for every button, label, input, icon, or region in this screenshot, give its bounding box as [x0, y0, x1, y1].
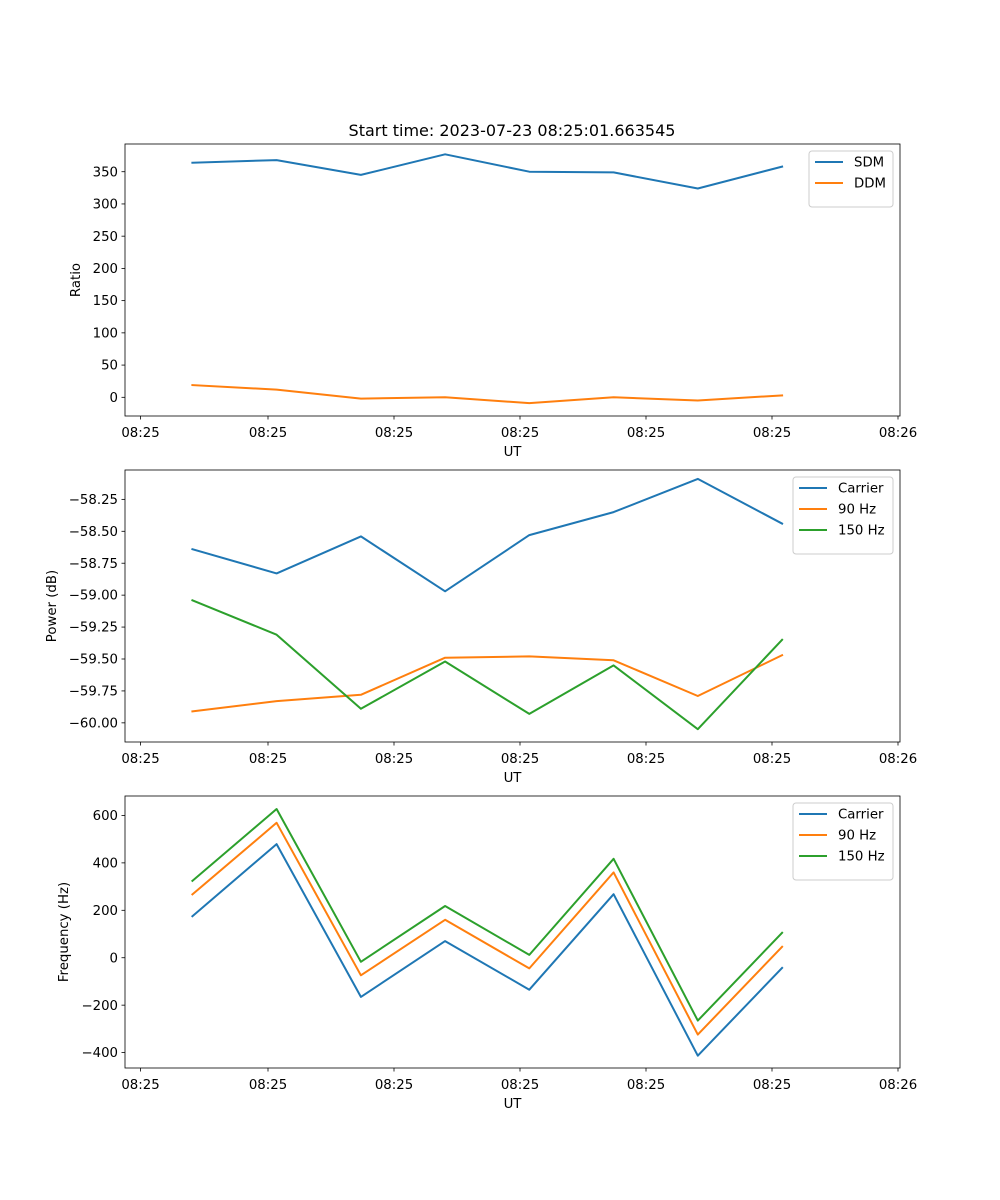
x-tick-label: 08:25: [627, 1078, 665, 1093]
legend-box: [808, 150, 894, 208]
axes-frame: [124, 795, 901, 1069]
x-axis-label: UT: [504, 771, 523, 786]
x-tick-label: 08:25: [627, 426, 665, 441]
y-tick-label: −400: [81, 1046, 118, 1061]
axes-frame: [124, 469, 901, 743]
series-line-90-hz: [191, 653, 784, 713]
legend-label: SDM: [854, 156, 884, 171]
legend-label: 150 Hz: [838, 524, 885, 539]
x-tick-label: 08:25: [249, 426, 287, 441]
series-line-ddm: [191, 384, 784, 405]
legend-box: [792, 476, 894, 555]
series-line-carrier: [191, 477, 784, 593]
x-tick-label: 08:25: [753, 752, 791, 767]
series-line-150-hz: [191, 598, 784, 731]
x-tick-label: 08:25: [501, 752, 539, 767]
y-tick-label: −60.00: [69, 716, 118, 731]
series-line-carrier: [190, 843, 784, 1057]
legend-label: 90 Hz: [838, 503, 876, 518]
series-group: [190, 808, 784, 1057]
y-tick-label: 100: [93, 326, 118, 341]
y-tick-label: 200: [93, 262, 118, 277]
series-line-sdm: [191, 153, 784, 190]
x-axis-label: UT: [504, 1097, 523, 1112]
series-group: [191, 477, 784, 731]
x-tick-label: 08:25: [627, 752, 665, 767]
x-axis-label: UT: [504, 445, 523, 460]
chart-panels: 0 50 100 150 200 250 300 350 08:25 08:25 08:25 08:2…: [45, 143, 917, 1112]
figure-title: Start time: 2023-07-23 08:25:01.663545: [349, 121, 676, 140]
y-tick-label: 0: [110, 951, 118, 966]
y-tick-label: −59.25: [69, 621, 118, 636]
axes-frame: [124, 143, 901, 417]
series-group: [191, 153, 784, 405]
y-tick-label: −200: [81, 999, 118, 1014]
y-axis-label: Frequency (Hz): [57, 882, 72, 982]
y-tick-label: 400: [93, 856, 118, 871]
legend: SDM DDM: [808, 150, 894, 208]
chart-panel-3: −400 −200 0 200 400 600 08:25 08:25 08:25 08:25 08…: [57, 795, 917, 1112]
x-tick-label: 08:26: [879, 426, 917, 441]
x-tick-label: 08:25: [753, 1078, 791, 1093]
x-tick-label: 08:25: [121, 426, 159, 441]
y-axis-label: Ratio: [69, 263, 84, 297]
y-tick-label: 600: [93, 809, 118, 824]
x-tick-label: 08:25: [753, 426, 791, 441]
legend-label: Carrier: [838, 482, 884, 497]
x-tick-label: 08:25: [121, 752, 159, 767]
legend: Carrier 90 Hz 150 Hz: [792, 802, 894, 881]
legend-label: 150 Hz: [838, 850, 885, 865]
legend-label: Carrier: [838, 808, 884, 823]
y-tick-label: −59.75: [69, 685, 118, 700]
y-tick-label: −58.50: [69, 525, 118, 540]
y-tick-label: 150: [93, 294, 118, 309]
y-tick-label: −59.50: [69, 653, 118, 668]
x-tick-label: 08:26: [879, 752, 917, 767]
y-tick-label: 250: [93, 230, 118, 245]
legend-label: 90 Hz: [838, 829, 876, 844]
legend-label: DDM: [854, 177, 886, 192]
x-tick-label: 08:25: [121, 1078, 159, 1093]
y-tick-label: 50: [101, 359, 118, 374]
legend-box: [792, 802, 894, 881]
y-tick-label: 300: [93, 198, 118, 213]
y-tick-label: −59.00: [69, 589, 118, 604]
x-tick-label: 08:26: [879, 1078, 917, 1093]
chart-panel-2: −60.00 −59.75 −59.50 −59.25 −59.00 −58.75 −58.…: [45, 469, 917, 786]
x-tick-label: 08:25: [501, 1078, 539, 1093]
y-axis-label: Power (dB): [45, 570, 60, 642]
y-tick-label: 0: [110, 391, 118, 406]
chart-panel-1: 0 50 100 150 200 250 300 350 08:25 08:25 08:25 08:2…: [69, 143, 917, 460]
y-tick-label: 350: [93, 165, 118, 180]
series-line-150-hz: [190, 808, 784, 1022]
x-tick-label: 08:25: [249, 1078, 287, 1093]
series-line-90-hz: [190, 821, 784, 1036]
x-tick-label: 08:25: [249, 752, 287, 767]
legend: Carrier 90 Hz 150 Hz: [792, 476, 894, 555]
y-tick-label: −58.75: [69, 557, 118, 572]
x-tick-label: 08:25: [375, 426, 413, 441]
y-tick-label: −58.25: [69, 493, 118, 508]
x-tick-label: 08:25: [501, 426, 539, 441]
x-tick-label: 08:25: [375, 752, 413, 767]
x-tick-label: 08:25: [375, 1078, 413, 1093]
y-tick-label: 200: [93, 904, 118, 919]
